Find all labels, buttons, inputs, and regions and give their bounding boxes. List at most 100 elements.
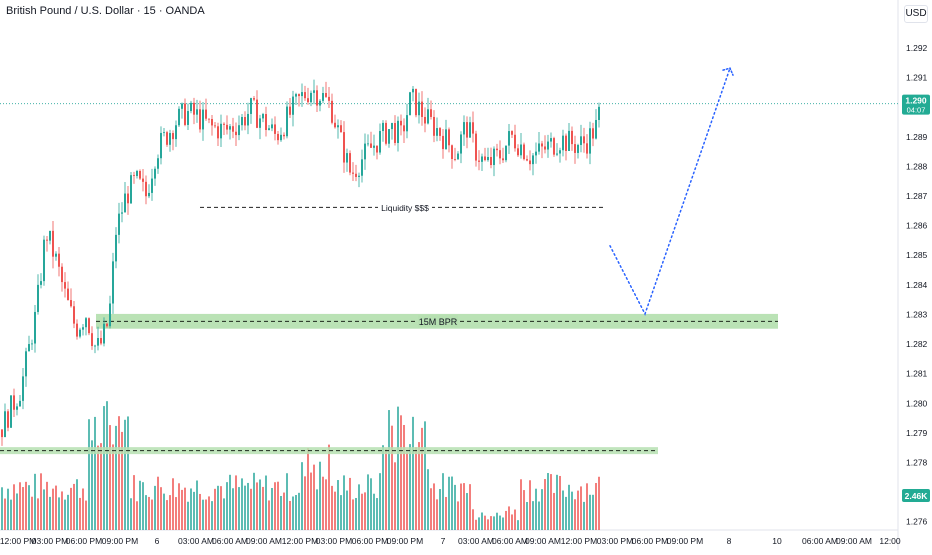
candle-up (79, 329, 81, 337)
candle-up (364, 143, 366, 160)
volume-bar-down (514, 509, 516, 530)
candle-down (208, 118, 210, 120)
currency-button[interactable]: USD (904, 5, 928, 23)
candle-down (385, 122, 387, 144)
candle-down (424, 116, 426, 124)
candle-up (82, 327, 84, 330)
candle-up (460, 134, 462, 154)
volume-bar-up (202, 499, 204, 530)
volume-bar-down (283, 492, 285, 530)
x-tick-label: 09:00 AM (246, 536, 282, 546)
volume-bar-up (223, 498, 225, 530)
candle-down (226, 124, 228, 130)
volume-bar-down (469, 484, 471, 530)
liquidity-label-bg (378, 201, 432, 214)
candle-up (37, 284, 39, 312)
volume-bar-up (241, 478, 243, 530)
volume-bar-down (256, 482, 258, 530)
candle-up (397, 120, 399, 143)
volume-bar-up (592, 494, 594, 530)
volume-bar-down (586, 483, 588, 530)
volume-bar-down (550, 474, 552, 530)
volume-bar-down (262, 486, 264, 530)
volume-bar-up (532, 501, 534, 530)
volume-bar-up (571, 491, 573, 530)
volume-bar-up (229, 474, 231, 530)
volume-bar-up (145, 495, 147, 530)
volume-bar-down (403, 424, 405, 530)
candle-down (376, 145, 378, 153)
candle-down (586, 143, 588, 154)
candle-up (598, 106, 600, 120)
x-tick-label: 03:00 AM (178, 536, 214, 546)
volume-bar-down (400, 415, 402, 530)
volume-bar-up (298, 492, 300, 530)
volume-bar-down (46, 481, 48, 530)
volume-bar-up (28, 485, 30, 530)
volume-bar-down (175, 497, 177, 530)
candle-down (172, 133, 174, 140)
y-tick-label: 1.286 (906, 221, 928, 231)
candle-up (292, 96, 294, 115)
volume-bar-down (595, 482, 597, 530)
candle-down (439, 128, 441, 136)
volume-bar-up (10, 499, 12, 530)
y-tick-label: 1.284 (906, 280, 928, 290)
candle-down (574, 144, 576, 153)
volume-bar-down (79, 497, 81, 530)
volume-bar-up (568, 484, 570, 530)
candle-down (394, 123, 396, 143)
volume-bar-up (547, 473, 549, 530)
volume-bar-up (124, 419, 126, 530)
y-tick-label: 1.278 (906, 457, 928, 467)
candle-down (244, 116, 246, 126)
volume-bar-up (211, 501, 213, 530)
volume-bar-up (91, 440, 93, 530)
candle-up (286, 106, 288, 137)
volume-bar-up (370, 478, 372, 530)
countdown-value: 04:07 (907, 106, 926, 115)
x-tick-label: 8 (727, 536, 732, 546)
volume-bar-down (580, 486, 582, 530)
candle-down (106, 323, 108, 327)
volume-bar-up (286, 473, 288, 530)
volume-bar-up (292, 496, 294, 530)
candle-up (457, 153, 459, 160)
candle-up (535, 151, 537, 156)
y-tick-label: 1.282 (906, 339, 928, 349)
candle-up (118, 213, 120, 235)
candle-up (85, 318, 87, 328)
volume-bar-up (355, 497, 357, 530)
candle-up (337, 125, 339, 128)
volume-bar-down (544, 479, 546, 530)
candle-up (112, 261, 114, 304)
volume-bar-down (415, 447, 417, 530)
x-tick-label: 06:00 AM (212, 536, 248, 546)
volume-bar-down (121, 431, 123, 530)
volume-badge (902, 489, 930, 502)
volume-bar-down (274, 482, 276, 530)
candle-down (76, 323, 78, 337)
volume-bar-up (103, 406, 105, 530)
volume-bar-up (517, 520, 519, 530)
candle-down (139, 170, 141, 179)
volume-bar-down (184, 487, 186, 530)
candle-down (328, 96, 330, 101)
candle-down (583, 136, 585, 144)
volume-bar-up (556, 474, 558, 530)
candle-up (247, 113, 249, 126)
candle-up (154, 168, 156, 179)
volume-bar-down (325, 479, 327, 530)
candle-down (415, 88, 417, 116)
volume-bar-down (235, 475, 237, 530)
volume-bar-up (127, 416, 129, 530)
volume-bar-down (133, 475, 135, 530)
candle-down (523, 144, 525, 160)
x-tick-label: 06:00 AM (492, 536, 528, 546)
volume-bar-up (382, 445, 384, 530)
volume-bar-down (475, 519, 477, 530)
volume-bar-up (424, 421, 426, 530)
volume-bar-down (136, 501, 138, 530)
